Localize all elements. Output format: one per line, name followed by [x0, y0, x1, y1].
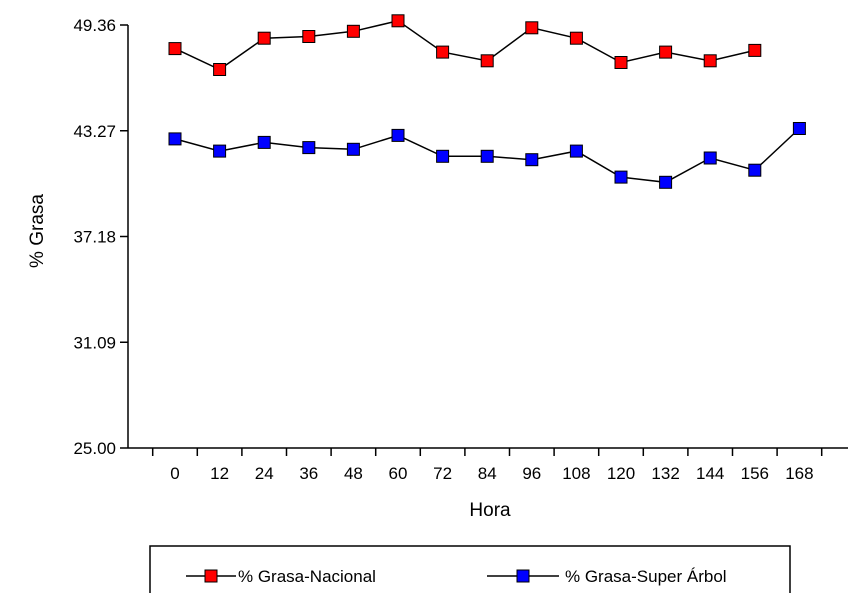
legend-marker-super-arbol: [516, 569, 530, 583]
y-tick-label: 49.36: [73, 16, 116, 35]
x-tick-label: 84: [478, 464, 497, 483]
y-tick-label: 37.18: [73, 228, 116, 247]
x-tick-label: 108: [562, 464, 590, 483]
data-point-series-1: [614, 170, 628, 184]
y-axis: 25.00 31.09 37.18 43.27 49.36: [73, 16, 129, 458]
series-layer: [168, 14, 806, 189]
data-point-series-1: [659, 175, 673, 189]
data-point-series-0: [703, 54, 717, 68]
data-point-series-1: [391, 128, 405, 142]
x-axis: 0 12 24 36 48 60 72 84 96 108 120 132 144 156 168: [128, 447, 848, 483]
data-point-series-0: [525, 21, 539, 35]
series-line-0: [174, 19, 755, 71]
data-point-series-0: [569, 31, 583, 45]
x-tick-label: 132: [651, 464, 679, 483]
data-point-series-1: [525, 153, 539, 167]
data-point-series-0: [480, 54, 494, 68]
x-tick-label: 48: [344, 464, 363, 483]
data-point-series-1: [748, 163, 762, 177]
data-point-series-1: [346, 142, 360, 156]
x-tick-label: 72: [433, 464, 452, 483]
legend-label-nacional: % Grasa-Nacional: [238, 567, 376, 586]
legend-marker-nacional: [204, 569, 218, 583]
x-tick-label: 96: [522, 464, 541, 483]
x-tick-label: 36: [299, 464, 318, 483]
x-axis-title: Hora: [469, 500, 511, 521]
data-point-series-1: [436, 149, 450, 163]
data-point-series-0: [257, 31, 271, 45]
data-point-series-0: [659, 45, 673, 59]
x-tick-label: 120: [607, 464, 635, 483]
data-point-series-1: [257, 135, 271, 149]
data-point-series-1: [569, 144, 583, 158]
data-point-series-0: [346, 24, 360, 38]
data-point-series-1: [213, 144, 227, 158]
data-point-series-0: [748, 43, 762, 57]
y-tick-label: 43.27: [73, 122, 116, 141]
y-axis-title: % Grasa: [27, 194, 48, 268]
data-point-series-0: [391, 14, 405, 28]
data-point-series-1: [703, 151, 717, 165]
data-point-series-0: [302, 30, 316, 43]
legend: % Grasa-Nacional % Grasa-Super Árbol: [149, 545, 791, 593]
data-point-series-1: [302, 141, 316, 155]
legend-box: [149, 545, 791, 593]
x-tick-label: 12: [210, 464, 229, 483]
y-tick-label: 25.00: [73, 439, 116, 458]
data-point-series-1: [792, 122, 806, 135]
x-tick-label: 144: [696, 464, 724, 483]
x-tick-label: 24: [255, 464, 274, 483]
data-point-series-1: [480, 149, 494, 163]
data-point-series-0: [436, 45, 450, 59]
data-point-series-1: [168, 132, 182, 146]
x-tick-label: 60: [389, 464, 408, 483]
data-point-series-0: [168, 42, 182, 56]
data-point-series-0: [213, 63, 227, 76]
y-tick-label: 31.09: [73, 333, 116, 352]
x-tick-label: 156: [741, 464, 769, 483]
x-tick-label: 0: [170, 464, 179, 483]
x-tick-label: 168: [785, 464, 813, 483]
legend-label-super-arbol: % Grasa-Super Árbol: [565, 567, 727, 586]
data-point-series-0: [614, 56, 628, 69]
